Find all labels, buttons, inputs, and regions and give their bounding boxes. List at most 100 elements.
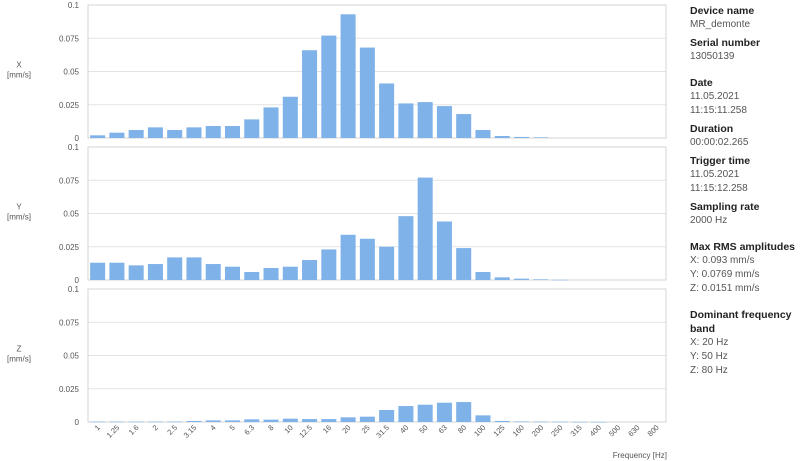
x-tick-label: 125	[491, 423, 506, 438]
bar	[552, 279, 568, 281]
bar	[552, 421, 568, 423]
bar	[379, 83, 395, 138]
bar	[128, 265, 144, 280]
bar	[591, 421, 607, 423]
x-tick-label: 4	[208, 423, 217, 432]
dominant-y-value: Y: 50 Hz	[690, 351, 728, 362]
duration-label: Duration	[690, 123, 734, 135]
bar	[494, 136, 510, 138]
dominant-block: Dominant frequency band X: 20 Hz Y: 50 H…	[690, 308, 796, 378]
bar	[533, 279, 549, 280]
bar	[475, 272, 491, 280]
x-tick-label: 16	[321, 423, 333, 435]
x-tick-label: 63	[437, 423, 449, 435]
bar	[109, 132, 125, 138]
sampling-value: 2000 Hz	[690, 215, 728, 226]
y-axis-label: Z [mm/s]	[7, 345, 31, 364]
dominant-z-value: Z: 80 Hz	[690, 365, 728, 376]
bar	[167, 257, 183, 280]
bar	[436, 106, 452, 138]
bar	[224, 126, 241, 138]
spectrum-charts: 0 0.025 0.05 0.075 0.1 X [mm/s] 0 0.025 0.05 0.075…	[7, 1, 667, 460]
sampling-label: Sampling rate	[690, 201, 760, 213]
bar	[456, 248, 472, 280]
bar	[302, 260, 318, 280]
x-tick-label: 1.6	[127, 423, 141, 437]
y-tick-label: 0.075	[59, 34, 80, 43]
bar	[417, 177, 433, 280]
x-tick-label: 40	[398, 423, 410, 435]
y-axis-label: X [mm/s]	[7, 61, 31, 80]
bar	[417, 102, 433, 138]
x-tick-label: 12.5	[297, 423, 314, 440]
bar	[513, 278, 530, 280]
x-tick-label: 315	[569, 423, 584, 438]
bar	[302, 419, 318, 422]
bar	[359, 238, 375, 280]
y-tick-label: 0.05	[63, 352, 79, 361]
bar	[128, 421, 144, 423]
bar	[90, 262, 106, 280]
bar	[379, 410, 395, 422]
x-tick-label: 2.5	[165, 423, 179, 437]
bar	[475, 130, 491, 138]
x-tick-label: 8	[266, 423, 275, 432]
y-tick-label: 0.1	[68, 285, 80, 294]
bar	[340, 234, 356, 280]
bar	[475, 415, 491, 422]
bar	[340, 417, 356, 422]
bar	[302, 50, 318, 138]
x-tick-label: 25	[360, 423, 372, 435]
bar	[436, 221, 452, 280]
device-name-block: Device name MR_demonte	[690, 4, 796, 32]
bar	[224, 266, 241, 280]
bar	[417, 404, 433, 422]
trigger-label: Trigger time	[690, 155, 751, 167]
x-axis-label: Frequency [Hz]	[613, 451, 667, 460]
plot-frame	[87, 288, 667, 423]
bar	[282, 266, 298, 280]
bar	[205, 420, 221, 422]
y-axis-label: Y [mm/s]	[7, 203, 31, 222]
bar	[186, 257, 202, 280]
bar	[167, 130, 183, 138]
dominant-x-value: X: 20 Hz	[690, 337, 729, 348]
bar	[494, 420, 510, 422]
bar	[147, 421, 163, 423]
x-tick-label: 800	[646, 423, 661, 438]
dominant-label: Dominant frequency band	[690, 309, 792, 335]
bar	[263, 419, 279, 422]
bar	[186, 420, 202, 422]
chart-svg: 0 0.025 0.05 0.075 0.1 X [mm/s] 0 0.025 0.05 0.075…	[7, 1, 667, 460]
chart-panel-0: 0 0.025 0.05 0.075 0.1 X [mm/s]	[7, 1, 667, 143]
y-tick-label: 0.075	[59, 318, 80, 327]
bar	[147, 264, 163, 280]
bar	[109, 421, 125, 423]
x-tick-label: 10	[282, 423, 294, 435]
y-tick-label: 0.025	[59, 385, 80, 394]
bar	[340, 14, 356, 139]
bar	[436, 402, 452, 422]
bar	[244, 119, 260, 138]
duration-block: Duration 00:00:02.265	[690, 122, 796, 150]
device-name-value: MR_demonte	[690, 19, 751, 30]
bar	[456, 114, 472, 138]
bar	[147, 127, 163, 138]
bar	[186, 127, 202, 138]
bar	[379, 246, 395, 280]
chart-panel-1: 0 0.025 0.05 0.075 0.1 Y [mm/s]	[7, 143, 667, 285]
rms-block: Max RMS amplitudes X: 0.093 mm/s Y: 0.07…	[690, 240, 796, 296]
x-tick-label: 20	[340, 423, 352, 435]
serial-block: Serial number 13050139	[690, 36, 796, 64]
rms-z-value: Z: 0.0151 mm/s	[690, 283, 760, 294]
bar	[128, 130, 144, 138]
bar	[263, 107, 279, 138]
bar	[533, 421, 549, 423]
bar	[167, 421, 183, 423]
x-tick-label: 50	[417, 423, 429, 435]
bar	[321, 249, 337, 280]
y-tick-label: 0.025	[59, 243, 80, 252]
plot-frame	[87, 4, 667, 139]
bar	[359, 416, 375, 422]
bar	[282, 96, 298, 138]
